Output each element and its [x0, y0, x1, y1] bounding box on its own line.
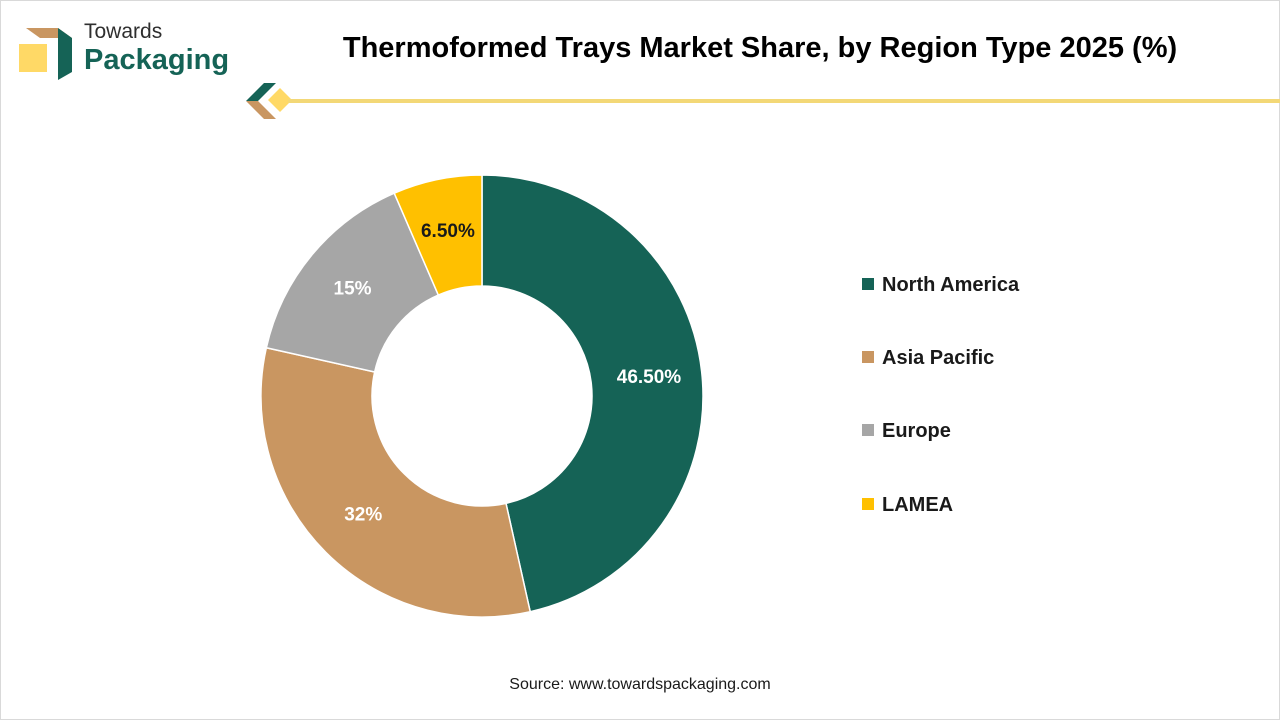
legend-swatch — [862, 277, 874, 290]
header-rule — [288, 99, 1280, 103]
data-label-north-america: 46.50% — [617, 367, 682, 388]
donut-slice-north-america — [481, 174, 704, 613]
legend-swatch — [862, 423, 874, 436]
legend-item-lamea: LAMEA — [862, 494, 953, 517]
legend-swatch — [862, 350, 874, 363]
donut-slice-europe — [265, 192, 440, 373]
source-note: Source: www.towardspackaging.com — [509, 676, 771, 693]
diamond-decoration-icon — [246, 83, 292, 119]
legend-item-asia-pacific: Asia Pacific — [862, 347, 994, 370]
donut-slice-asia-pacific — [260, 346, 532, 618]
chart-title: Thermoformed Trays Market Share, by Regi… — [342, 32, 1178, 64]
box-logo-icon — [19, 28, 72, 80]
legend-label: Asia Pacific — [882, 347, 995, 369]
brand-logo: Towards Packaging — [16, 18, 246, 82]
legend-item-europe: Europe — [862, 420, 951, 443]
legend-label: North America — [882, 274, 1020, 296]
legend-item-north-america: North America — [862, 274, 1019, 297]
donut-slice-lamea — [393, 174, 483, 297]
legend-swatch — [862, 497, 874, 510]
data-label-asia-pacific: 32% — [344, 504, 382, 525]
legend-label: Europe — [882, 420, 951, 442]
brand-line-2: Packaging — [84, 44, 230, 76]
data-label-europe: 15% — [334, 278, 372, 299]
data-label-lamea: 6.50% — [421, 221, 475, 242]
legend-label: LAMEA — [882, 494, 954, 516]
brand-line-1: Towards — [84, 20, 163, 43]
